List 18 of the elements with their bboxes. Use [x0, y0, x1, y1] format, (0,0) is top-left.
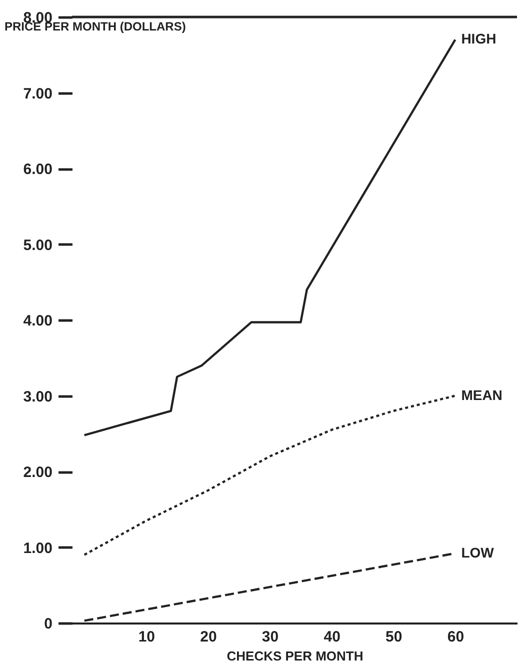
x-tick-label: 40 [324, 628, 340, 646]
y-tick-label: 5.00 [23, 236, 52, 254]
y-tick-label: 6.00 [23, 161, 52, 178]
x-axis-title: CHECKS PER MONTH [226, 648, 364, 664]
series-label: HIGH [461, 30, 496, 47]
y-tick-label: 1.00 [23, 540, 52, 557]
y-tick-label: 4.00 [23, 312, 52, 330]
series-label: LOW [461, 544, 495, 560]
y-tick-label: 3.00 [23, 388, 52, 406]
y-tick-label: 2.00 [23, 464, 52, 481]
x-tick-label: 20 [200, 628, 217, 646]
x-tick-label: 30 [262, 628, 279, 646]
x-tick-label: 10 [138, 628, 156, 646]
series-label: MEAN [461, 386, 502, 403]
x-tick-label: 50 [386, 628, 402, 646]
y-tick-label: 0 [44, 616, 52, 632]
x-tick-label: 60 [447, 628, 464, 646]
y-tick-label: 7.00 [23, 85, 52, 102]
